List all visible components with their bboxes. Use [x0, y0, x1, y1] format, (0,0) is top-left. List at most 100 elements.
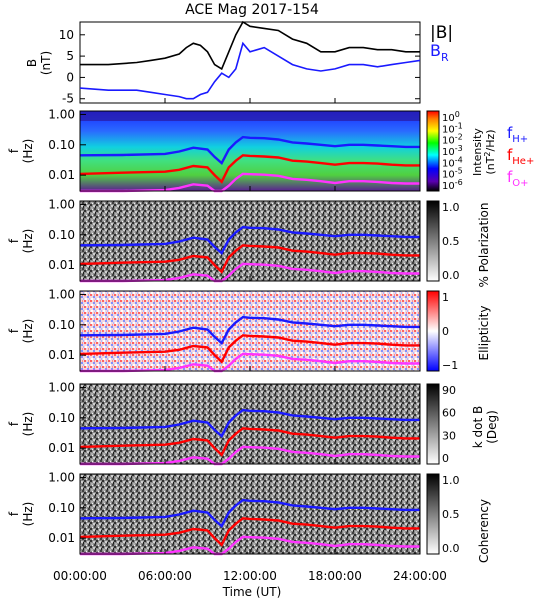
xtick-label: 12:00:00 — [223, 569, 277, 583]
intensity-cbar-label: Intensity — [471, 128, 484, 176]
ellipticity-cbar-tick: −1 — [442, 359, 458, 372]
ylabel-f-coherency: f — [7, 511, 21, 516]
intensity-colorbar-label: Intensity (nT2/Hz) — [471, 128, 497, 176]
xtick-label: 00:00:00 — [53, 569, 107, 583]
ytick-label-ellipticity: 0.10 — [48, 318, 75, 332]
ellipticity-cbar-label: Ellipticity — [477, 306, 491, 361]
ylabel-f-polarization: f — [7, 238, 21, 243]
colorbar-coherency — [426, 473, 440, 555]
b-ytick-label: 10 — [59, 28, 74, 42]
kdotb-cbar-label-line2: (Deg) — [485, 410, 499, 444]
coherency-cbar-tick: 0.0 — [442, 542, 460, 555]
spectrogram-polarization — [80, 201, 420, 281]
legend-b-r-main: B — [430, 41, 441, 60]
ylabel-f-kdotb: f — [7, 421, 21, 426]
ytick-label-intensity: 0.01 — [48, 168, 75, 182]
legend-b-r-sub: R — [441, 51, 449, 64]
panel-intensity: 1.00 0.10 0.01 f (Hz) 10010-110-210-310-410-5… — [7, 107, 463, 193]
gyro-line-intensity-1 — [79, 154, 420, 184]
ytick-label-polarization: 0.01 — [48, 258, 75, 272]
polarization-cbar-label: % Polarization — [477, 203, 491, 288]
spectrogram-kdotb — [80, 384, 420, 464]
ylabel-f-intensity: f — [7, 148, 21, 153]
legend-f-heplus-main: f — [507, 146, 513, 164]
ytick-label-coherency: 0.10 — [48, 501, 75, 515]
intensity-cbar-tick: 10-3 — [442, 144, 463, 158]
intensity-cbar-tick: 100 — [442, 110, 460, 124]
ylabel-f-ellipticity: f — [7, 328, 21, 333]
ytick-label-intensity: 1.00 — [48, 107, 75, 121]
ytick-label-kdotb: 0.01 — [48, 441, 75, 455]
colorbar-ellipticity — [426, 290, 440, 372]
coherency-cbar-label: Coherency — [477, 499, 491, 563]
b-series-line-0 — [80, 20, 420, 71]
intensity-cbar-tick: 10-5 — [442, 167, 463, 181]
legend-f-hplus-sub: H+ — [512, 134, 528, 145]
spectrogram-intensity — [80, 111, 420, 191]
ylabel-hz-kdotb: (Hz) — [21, 412, 35, 437]
kdotb-cbar-tick: 60 — [442, 407, 456, 420]
ylabel-hz-coherency: (Hz) — [21, 502, 35, 527]
gyro-line-coherency-0 — [79, 498, 420, 529]
legend-f-oplus: fO+ — [507, 168, 529, 189]
kdotb-cbar-label-line1: k dot B — [471, 406, 485, 448]
panel-coherency: 1.00 0.10 0.01 f (Hz) 1.0 0.5 0.0 — [7, 470, 460, 556]
ytick-label-coherency: 1.00 — [48, 470, 75, 484]
gyro-line-polarization-0 — [79, 225, 420, 256]
xtick-label: 24:00:00 — [393, 569, 447, 583]
ytick-label-coherency: 0.01 — [48, 531, 75, 545]
legend-f-hplus: fH+ — [507, 124, 528, 145]
gyro-line-kdotb-0 — [79, 408, 420, 439]
panel-b-ylabel-units: (nT) — [39, 51, 53, 75]
coherency-cbar-tick: 0.5 — [442, 508, 460, 521]
gyro-line-coherency-2 — [80, 535, 420, 556]
polarization-cbar-tick: 1.0 — [442, 201, 460, 214]
coherency-cbar-tick: 1.0 — [442, 474, 460, 487]
ylabel-hz-intensity: (Hz) — [21, 139, 35, 164]
ytick-label-ellipticity: 0.01 — [48, 348, 75, 362]
gyro-line-polarization-1 — [79, 244, 420, 274]
polarization-cbar-tick: 0.0 — [442, 269, 460, 282]
intensity-cbar-tick: 10-1 — [442, 121, 463, 135]
legend-f-oplus-sub: O+ — [512, 178, 528, 189]
intensity-cbar-tick: 10-4 — [442, 155, 463, 169]
spectral-panels: 1.000.100.01f (Hz)10010-110-210-310-410-5… — [7, 107, 463, 556]
gyro-line-kdotb-2 — [80, 445, 420, 466]
b-series-group — [79, 20, 421, 100]
ellipticity-cbar-tick: 1 — [442, 291, 449, 304]
gyro-line-coherency-1 — [79, 517, 420, 547]
legend-b-total: |B| — [430, 23, 453, 43]
ytick-label-ellipticity: 1.00 — [48, 287, 75, 301]
panel-b-ylabel: B — [25, 59, 39, 67]
gyro-line-polarization-2 — [80, 262, 420, 283]
b-ytick-label: 0 — [66, 70, 74, 84]
panel-polarization: 1.00 0.10 0.01 f (Hz) 1.0 0.5 0.0 — [7, 197, 460, 283]
intensity-cbar-units-post: /Hz) — [484, 129, 497, 151]
kdotb-cbar-tick: 30 — [442, 429, 456, 442]
ytick-label-kdotb: 1.00 — [48, 380, 75, 394]
x-axis-label: Time (UT) — [222, 585, 282, 599]
intensity-cbar-units-pre: (nT — [484, 156, 497, 174]
panel-ellipticity: 1.00 0.10 0.01 f (Hz) 1 0 −1 — [7, 287, 458, 373]
ytick-label-polarization: 0.10 — [48, 228, 75, 242]
colorbar-intensity — [426, 110, 440, 192]
panel-b-ylabel-main: B — [25, 59, 39, 67]
b-series-line-1 — [79, 41, 421, 100]
gyro-line-intensity-0 — [79, 135, 420, 166]
polarization-cbar-tick: 0.5 — [442, 235, 460, 248]
legend-f-oplus-main: f — [507, 168, 513, 186]
spectrogram-ellipticity — [80, 291, 420, 371]
xtick-label: 18:00:00 — [308, 569, 362, 583]
spectrogram-coherency — [80, 474, 420, 554]
legend-f-heplus: fHe+ — [507, 146, 534, 167]
gyro-line-ellipticity-2 — [80, 352, 420, 373]
ylabel-hz-ellipticity: (Hz) — [21, 319, 35, 344]
ytick-label-polarization: 1.00 — [48, 197, 75, 211]
legend-f-hplus-main: f — [507, 124, 513, 142]
legend-b-r: BR — [430, 41, 449, 64]
gyrofrequency-legend: fH+ fHe+ fO+ — [507, 124, 534, 189]
b-yticks: 10 5 0 -5 — [59, 28, 420, 106]
b-ytick-label: -5 — [62, 92, 74, 106]
colorbar-polarization — [426, 200, 440, 282]
